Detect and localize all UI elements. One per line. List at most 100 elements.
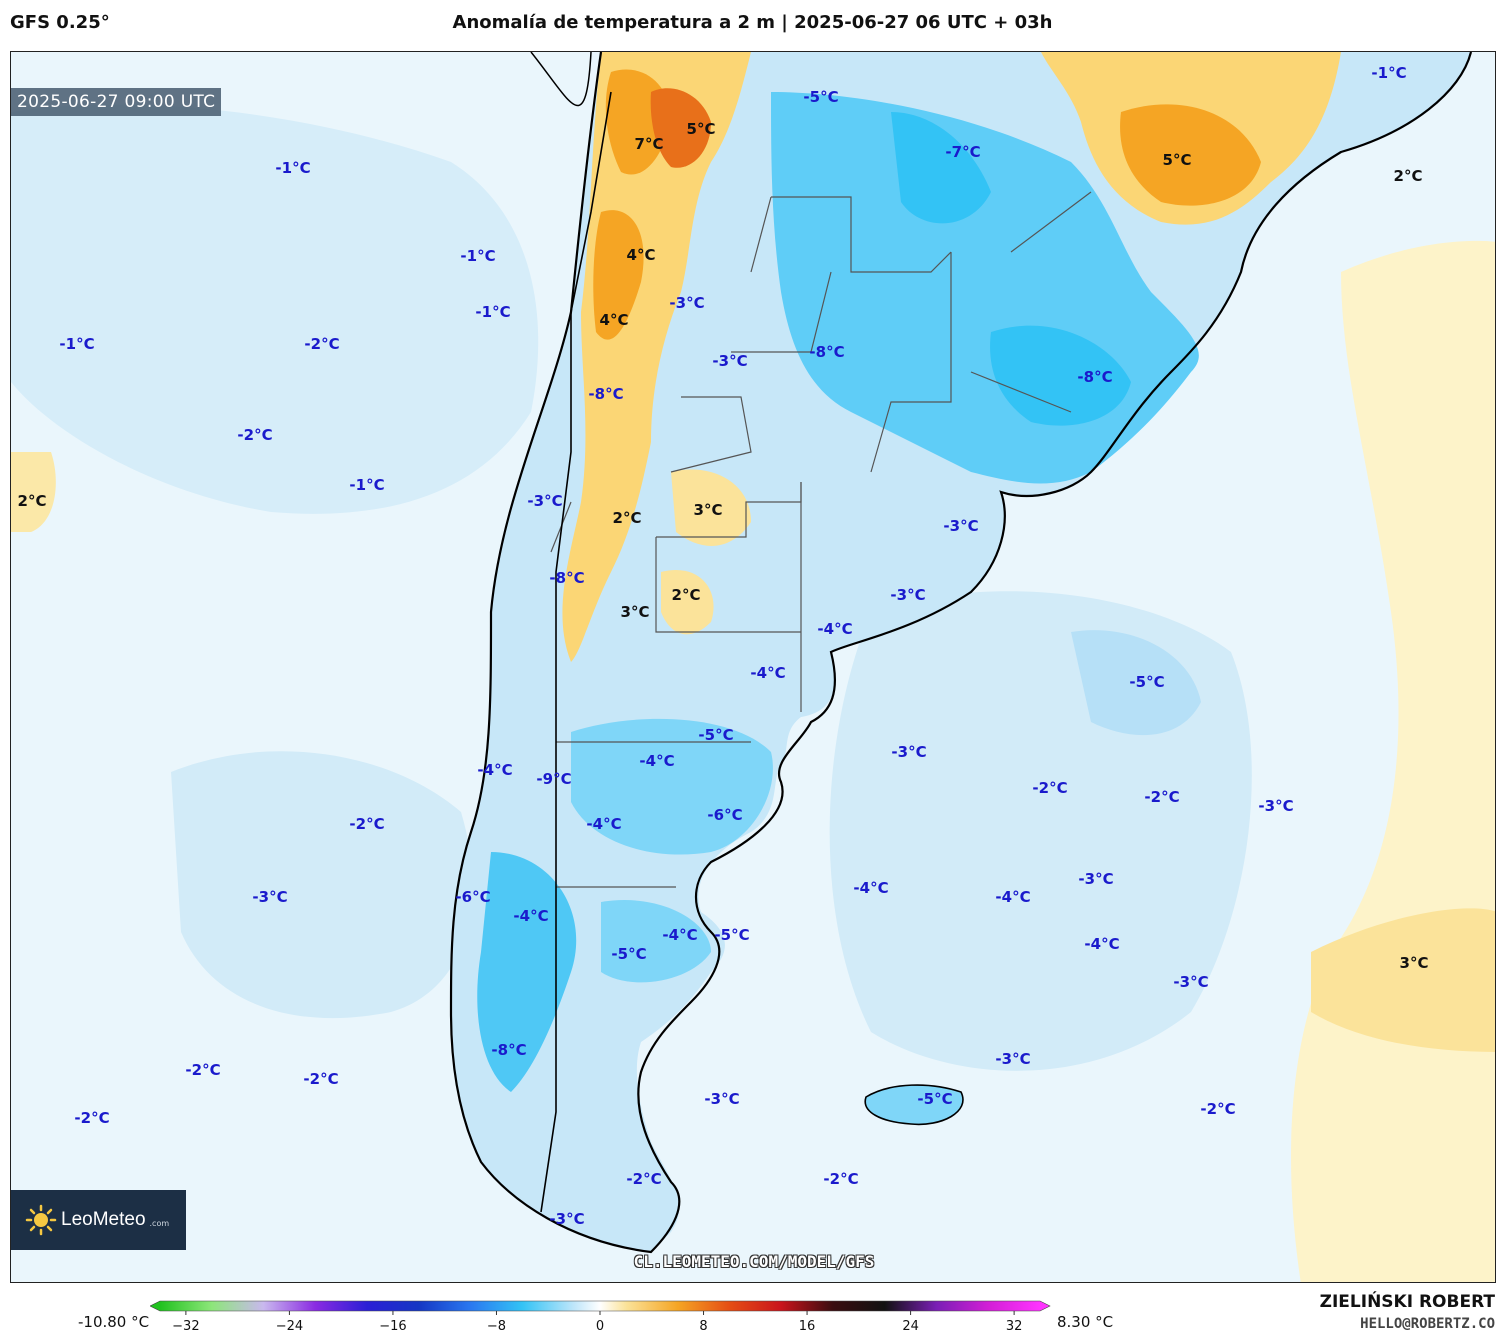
- province-borders: [550, 191, 1092, 888]
- anomaly-label: -4°C: [995, 888, 1031, 906]
- anomaly-label: -2°C: [349, 815, 385, 833]
- chile-argentina-border: [540, 742, 557, 1213]
- anomaly-label: -8°C: [809, 343, 845, 361]
- colorbar-tick-label: −32: [172, 1319, 199, 1334]
- ocean-cold-patch: [171, 751, 473, 1019]
- anomaly-label: -3°C: [1258, 797, 1294, 815]
- anomaly-label: -1°C: [59, 335, 95, 353]
- ocean-cold-patch: [829, 591, 1252, 1071]
- anomaly-label: -2°C: [303, 1070, 339, 1088]
- anomaly-label: -1°C: [1371, 64, 1407, 82]
- anomaly-label: 2°C: [671, 586, 701, 604]
- anomaly-label: -3°C: [995, 1050, 1031, 1068]
- anomaly-label: -4°C: [477, 761, 513, 779]
- colorbar-max-label: 8.30 °C: [1057, 1313, 1114, 1331]
- land-cold-area: [601, 900, 711, 983]
- author-email[interactable]: HELLO@ROBERTZ.CO: [1360, 1316, 1495, 1332]
- anomaly-label: -3°C: [943, 517, 979, 535]
- colorbar-tick-label: −8: [487, 1319, 506, 1334]
- colorbar-tick-label: 8: [699, 1319, 707, 1334]
- valid-time-badge: 2025-06-27 09:00 UTC: [11, 88, 222, 116]
- anomaly-label: -4°C: [639, 752, 675, 770]
- anomaly-label: -5°C: [1129, 673, 1165, 691]
- colorbar-gradient: [150, 1300, 1051, 1312]
- land-strong-cold: [891, 112, 991, 224]
- anomaly-label: 2°C: [1393, 167, 1423, 185]
- anomaly-label: 3°C: [693, 501, 723, 519]
- anomaly-label: -4°C: [750, 664, 786, 682]
- anomaly-label: -4°C: [1084, 935, 1120, 953]
- anomaly-label: -3°C: [527, 492, 563, 510]
- anomaly-label: -2°C: [1144, 788, 1180, 806]
- coastline: [449, 52, 1473, 1254]
- colorbar-tick-label: 32: [1006, 1319, 1023, 1334]
- anomaly-label: -3°C: [252, 888, 288, 906]
- anomaly-label: -1°C: [275, 159, 311, 177]
- anomaly-label: -2°C: [185, 1061, 221, 1079]
- temperature-anomaly-map: [11, 52, 1495, 1282]
- anomaly-label: -1°C: [349, 476, 385, 494]
- colorbar-tick-label: −16: [379, 1319, 406, 1334]
- anomaly-label: 4°C: [626, 246, 656, 264]
- map-title: Anomalía de temperatura a 2 m | 2025-06-…: [452, 12, 1053, 33]
- anomaly-label: -3°C: [704, 1090, 740, 1108]
- anomaly-label: -5°C: [714, 926, 750, 944]
- author-name: ZIELIŃSKI ROBERT: [1319, 1292, 1495, 1312]
- anomaly-label: 3°C: [620, 603, 650, 621]
- anomaly-label: -8°C: [588, 385, 624, 403]
- andes-hot-core: [650, 88, 711, 168]
- leometeo-logo[interactable]: LeoMeteo .com: [11, 1190, 186, 1250]
- anomaly-label: -2°C: [304, 335, 340, 353]
- anomaly-label: 2°C: [612, 509, 642, 527]
- anomaly-label: 4°C: [599, 311, 629, 329]
- land-strong-cold: [990, 325, 1131, 426]
- chile-argentina-border: [555, 91, 612, 742]
- anomaly-label: -2°C: [1032, 779, 1068, 797]
- anomaly-label: -5°C: [611, 945, 647, 963]
- logo-name: LeoMeteo: [61, 1209, 146, 1230]
- anomaly-label: -2°C: [626, 1170, 662, 1188]
- anomaly-label: -2°C: [237, 426, 273, 444]
- anomaly-label: -4°C: [586, 815, 622, 833]
- anomaly-label: -4°C: [513, 907, 549, 925]
- ocean-warm-patch: [11, 452, 56, 532]
- anomaly-label: -6°C: [707, 806, 743, 824]
- anomaly-label: -4°C: [662, 926, 698, 944]
- anomaly-label: -3°C: [891, 743, 927, 761]
- anomaly-label: -8°C: [1077, 368, 1113, 386]
- land-warm-area: [1120, 104, 1261, 206]
- anomaly-label: 2°C: [17, 492, 47, 510]
- anomaly-label: -3°C: [669, 294, 705, 312]
- map-panel: -1°C -5°C 5°C 7°C -7°C 5°C -1°C 2°C 4°C -1°C -3°C -…: [10, 51, 1496, 1283]
- anomaly-label: -3°C: [1078, 870, 1114, 888]
- anomaly-label: -8°C: [491, 1041, 527, 1059]
- colorbar-tick-label: 16: [799, 1319, 816, 1334]
- andes-warm-strip: [562, 52, 751, 662]
- colorbar-min-label: -10.80 °C: [78, 1313, 150, 1331]
- land-warm-area: [671, 469, 751, 546]
- anomaly-label: -4°C: [817, 620, 853, 638]
- anomaly-label: -5°C: [698, 726, 734, 744]
- colorbar-tick-label: 0: [596, 1319, 604, 1334]
- andes-border: [530, 52, 592, 107]
- land-warm-area: [661, 570, 714, 635]
- ocean-cold-patch: [1071, 630, 1201, 736]
- anomaly-label: 3°C: [1399, 954, 1429, 972]
- anomaly-label: -8°C: [549, 569, 585, 587]
- anomaly-label: -1°C: [460, 247, 496, 265]
- anomaly-label: -7°C: [945, 143, 981, 161]
- logo-suffix: .com: [149, 1218, 170, 1228]
- anomaly-label: -2°C: [74, 1109, 110, 1127]
- model-url[interactable]: CL.LEOMETEO.COM/MODEL/GFS: [633, 1252, 875, 1271]
- land-strong-cold: [477, 852, 577, 1092]
- anomaly-label: -4°C: [853, 879, 889, 897]
- anomaly-label: -2°C: [1200, 1100, 1236, 1118]
- model-name: GFS 0.25°: [10, 12, 110, 33]
- anomaly-label: -3°C: [712, 352, 748, 370]
- anomaly-label: -5°C: [803, 88, 839, 106]
- anomaly-label: -1°C: [475, 303, 511, 321]
- sun-icon: [25, 1204, 57, 1236]
- anomaly-label: -3°C: [549, 1210, 585, 1228]
- anomaly-label: 5°C: [1162, 151, 1192, 169]
- anomaly-label: -3°C: [890, 586, 926, 604]
